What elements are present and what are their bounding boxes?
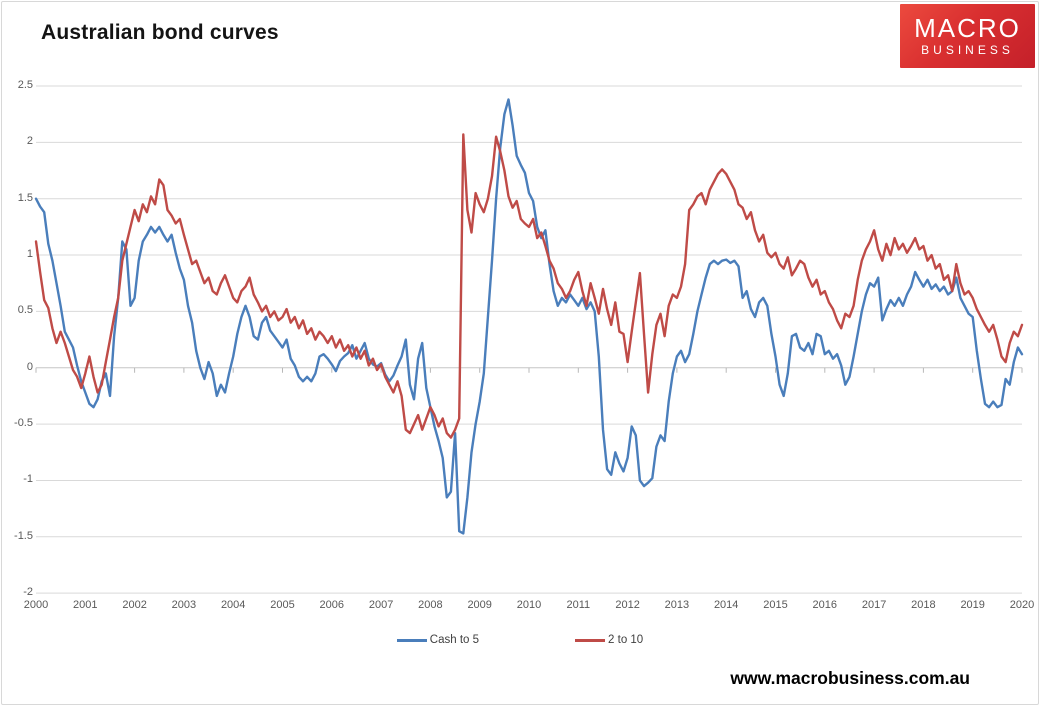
x-axis-label: 2011 (566, 599, 591, 611)
website-url: www.macrobusiness.com.au (730, 668, 970, 688)
x-axis-label: 2004 (220, 599, 246, 611)
y-axis-label: -2 (23, 586, 33, 599)
x-axis-label: 2002 (122, 599, 147, 611)
x-axis-label: 2017 (861, 599, 887, 611)
x-axis-label: 2014 (713, 599, 739, 611)
x-axis-label: 2015 (763, 599, 788, 611)
y-axis-label: -0.5 (14, 417, 33, 430)
y-axis-label: 0 (26, 360, 33, 373)
series-line-cash-to-5 (34, 98, 1024, 535)
x-axis-label: 2013 (664, 599, 690, 611)
y-axis-label: 1 (26, 248, 33, 261)
x-axis-label: 2012 (615, 599, 640, 611)
y-axis-label: -1.5 (14, 529, 33, 542)
series-line-2-to-10 (34, 133, 1024, 439)
x-axis-label: 2007 (368, 599, 394, 611)
y-axis-label: -1 (23, 473, 33, 486)
y-axis-label: 2 (26, 135, 33, 148)
legend: Cash to 5 2 to 10 (0, 634, 1040, 646)
x-axis-label: 2000 (23, 599, 49, 611)
y-axis-label: 2.5 (17, 79, 33, 91)
x-axis-label: 2005 (270, 599, 295, 611)
legend-swatch-2-to-10 (575, 638, 606, 642)
x-axis-label: 2003 (171, 599, 197, 611)
x-axis-label: 2010 (516, 599, 542, 611)
x-axis-label: 2006 (319, 599, 345, 611)
x-axis-label: 2001 (73, 599, 98, 611)
legend-label-cash-to-5: Cash to 5 (429, 634, 480, 646)
x-axis-label: 2016 (812, 599, 838, 611)
legend-swatch-cash-to-5 (396, 638, 427, 642)
logo-text-macro: MACRO (914, 13, 1021, 43)
legend-label-2-to-10: 2 to 10 (608, 634, 644, 646)
logo-text-business: BUSINESS (921, 43, 1014, 57)
legend-item-cash-to-5[interactable]: Cash to 5 (396, 634, 480, 646)
macrobusiness-logo: MACRO BUSINESS (900, 4, 1035, 68)
y-axis-label: 1.5 (17, 191, 33, 204)
x-axis-label: 2008 (418, 599, 443, 611)
x-axis-label: 2009 (467, 599, 492, 611)
x-axis-label: 2020 (1009, 599, 1035, 611)
legend-item-2-to-10[interactable]: 2 to 10 (575, 634, 643, 646)
x-axis-label: 2019 (960, 599, 985, 611)
y-axis-label: 0.5 (17, 304, 33, 317)
x-axis-label: 2018 (911, 599, 936, 611)
chart-title: Australian bond curves (41, 21, 279, 44)
